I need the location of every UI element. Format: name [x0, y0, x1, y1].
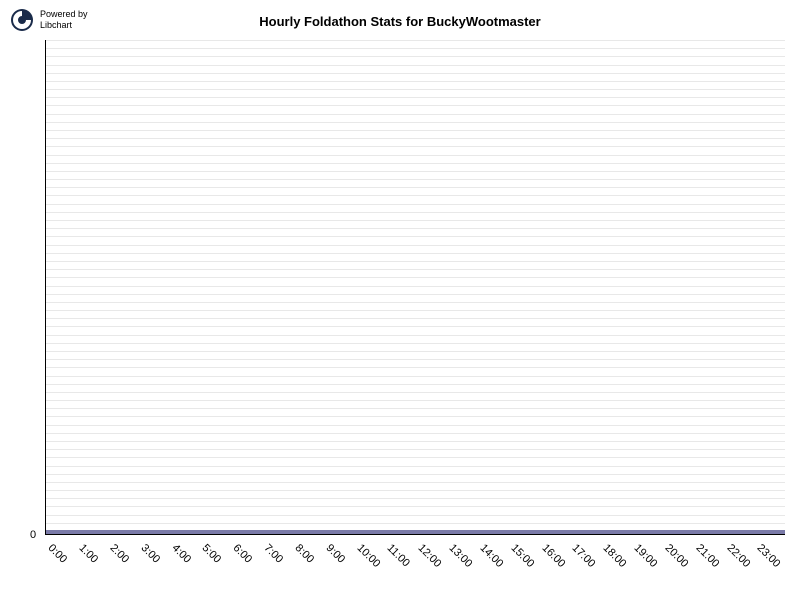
x-label-21: 21:00: [693, 542, 721, 570]
x-label-19: 19:00: [632, 542, 660, 570]
x-label-14: 14:00: [477, 542, 505, 570]
x-label-6: 6:00: [231, 542, 255, 566]
x-label-5: 5:00: [200, 542, 224, 566]
x-label-12: 12:00: [416, 542, 444, 570]
baseline-bar: [46, 530, 785, 534]
x-axis-labels: 0:00 1:002:00 3:00 4:00 5:00 6:00 7:008:00 9:00…: [45, 540, 785, 590]
x-label-20: 20:00: [662, 542, 690, 570]
x-label-8: 8:00: [292, 542, 316, 566]
x-label-2: 2:00: [107, 542, 131, 566]
x-label-10: 10:00: [354, 542, 382, 570]
x-label-4: 4:00: [169, 542, 193, 566]
x-label-18: 18:00: [601, 542, 629, 570]
x-label-23: 23:00: [755, 542, 783, 570]
x-label-3: 3:00: [138, 542, 162, 566]
x-label-16: 16:00: [539, 542, 567, 570]
y-tick-0: 0: [30, 529, 36, 541]
plot-area: [45, 40, 785, 535]
chart-title: Hourly Foldathon Stats for BuckyWootmast…: [0, 14, 800, 29]
gridlines: [46, 40, 785, 534]
x-label-0: 0:00: [46, 542, 70, 566]
x-label-13: 13:00: [447, 542, 475, 570]
x-label-7: 7:00: [262, 542, 286, 566]
x-label-9: 9:00: [323, 542, 347, 566]
x-label-11: 11:00: [385, 542, 412, 569]
x-label-17: 17:00: [570, 542, 598, 570]
x-label-15: 15:00: [508, 542, 536, 570]
x-label-1: 1:00: [77, 542, 101, 566]
x-label-22: 22:00: [724, 542, 752, 570]
